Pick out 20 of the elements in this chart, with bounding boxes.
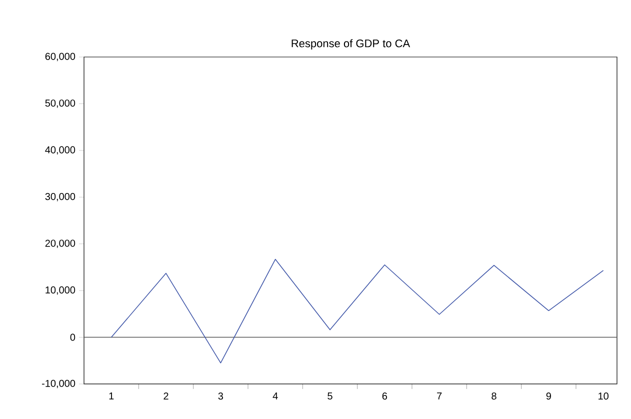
y-tick-label: 20,000 [45,240,76,248]
x-tick-label: 3 [218,392,224,400]
x-tick-label: 7 [437,392,442,400]
y-tick-label: 10,000 [46,286,76,295]
x-tick-label: 5 [328,392,332,400]
y-tick-label: 40,000 [45,146,76,155]
y-tick-label: 30,000 [45,193,76,202]
chart-title: Response of GDP to CA [292,39,410,50]
x-tick-label: 9 [546,392,551,400]
line-series [110,258,604,364]
x-tick-label: 1 [109,392,114,400]
y-tick-label: 60,000 [45,52,76,62]
x-tick-label: 6 [382,392,388,400]
y-tick-label: 50,000 [45,100,76,108]
x-tick-label: 4 [272,392,278,400]
x-tick-label: 10 [598,392,608,400]
x-tick-label: 2 [164,392,168,400]
x-tick-label: 8 [492,392,496,400]
y-tick-label: -10,000 [42,380,76,388]
y-tick-label: 0 [70,334,76,341]
